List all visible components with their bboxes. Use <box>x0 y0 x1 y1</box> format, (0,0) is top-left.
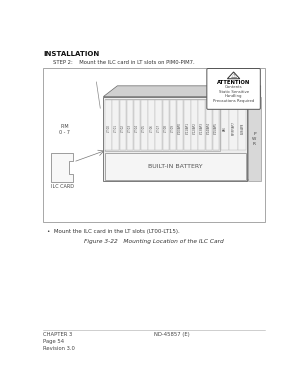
Bar <box>184 100 190 150</box>
Bar <box>238 100 246 150</box>
FancyBboxPatch shape <box>207 69 260 109</box>
Text: PIM
0 - 7: PIM 0 - 7 <box>59 124 70 135</box>
Text: INSTALLATION: INSTALLATION <box>44 51 100 57</box>
Text: CHAPTER 3
Page 54
Revision 3.0: CHAPTER 3 Page 54 Revision 3.0 <box>43 332 75 351</box>
Polygon shape <box>103 86 261 97</box>
Text: ILC CARD: ILC CARD <box>51 184 74 189</box>
Text: STEP 2:    Mount the ILC card in LT slots on PIM0-PIM7.: STEP 2: Mount the ILC card in LT slots o… <box>53 60 195 65</box>
Text: LT 09: LT 09 <box>171 125 175 132</box>
Polygon shape <box>227 72 240 79</box>
Bar <box>120 100 126 150</box>
Text: LT14/AP4: LT14/AP4 <box>207 122 211 134</box>
Text: BUILT-IN BATTERY: BUILT-IN BATTERY <box>148 164 203 169</box>
Bar <box>163 100 169 150</box>
Bar <box>230 100 238 150</box>
Text: LT12/AP2: LT12/AP2 <box>193 122 196 134</box>
Text: Handling: Handling <box>225 94 242 98</box>
Bar <box>221 100 229 150</box>
Text: LT15/AP5: LT15/AP5 <box>214 122 218 134</box>
Polygon shape <box>52 153 73 182</box>
Bar <box>148 100 155 150</box>
Text: ND-45857 (E): ND-45857 (E) <box>154 332 190 337</box>
Bar <box>191 100 198 150</box>
Bar <box>141 100 148 150</box>
Bar <box>127 100 133 150</box>
Bar <box>155 100 162 150</box>
Bar <box>198 100 205 150</box>
Text: ATTENTION: ATTENTION <box>217 80 250 85</box>
Text: •  Mount the ILC card in the LT slots (LT00-LT15).: • Mount the ILC card in the LT slots (LT… <box>47 229 179 234</box>
Text: MP/FP/AP7: MP/FP/AP7 <box>232 121 236 135</box>
Bar <box>105 100 112 150</box>
Bar <box>43 68 265 222</box>
Bar <box>206 100 212 150</box>
Text: BUS/AP8: BUS/AP8 <box>240 123 244 134</box>
Text: LT 03: LT 03 <box>128 125 132 132</box>
Text: P
W
R: P W R <box>252 132 257 146</box>
Text: LT10/AP0: LT10/AP0 <box>178 122 182 134</box>
Text: LT13/AP3: LT13/AP3 <box>200 122 204 134</box>
Text: LT 04: LT 04 <box>135 125 139 132</box>
Text: LT 06: LT 06 <box>149 125 154 132</box>
Bar <box>112 100 119 150</box>
Text: LT 07: LT 07 <box>157 125 161 132</box>
Text: LT 02: LT 02 <box>121 125 125 132</box>
Text: AP6: AP6 <box>223 126 227 131</box>
Text: LT 08: LT 08 <box>164 125 168 132</box>
Text: LT11/AP1: LT11/AP1 <box>185 122 189 134</box>
Text: Precautions Required: Precautions Required <box>213 99 254 103</box>
Polygon shape <box>247 86 261 181</box>
Text: LT 05: LT 05 <box>142 125 146 132</box>
Bar <box>170 100 176 150</box>
Bar <box>177 100 184 150</box>
Text: Figure 3-22   Mounting Location of the ILC Card: Figure 3-22 Mounting Location of the ILC… <box>84 239 224 244</box>
Bar <box>103 97 247 181</box>
Bar <box>213 100 219 150</box>
Bar <box>105 153 246 180</box>
Text: Contents: Contents <box>225 85 242 89</box>
Text: LT 01: LT 01 <box>114 125 118 132</box>
Text: LT 00: LT 00 <box>106 125 110 132</box>
Text: Static Sensitive: Static Sensitive <box>218 90 249 94</box>
Bar <box>134 100 140 150</box>
Text: ⚠: ⚠ <box>230 73 237 79</box>
Bar <box>105 99 220 151</box>
Bar <box>248 97 261 181</box>
